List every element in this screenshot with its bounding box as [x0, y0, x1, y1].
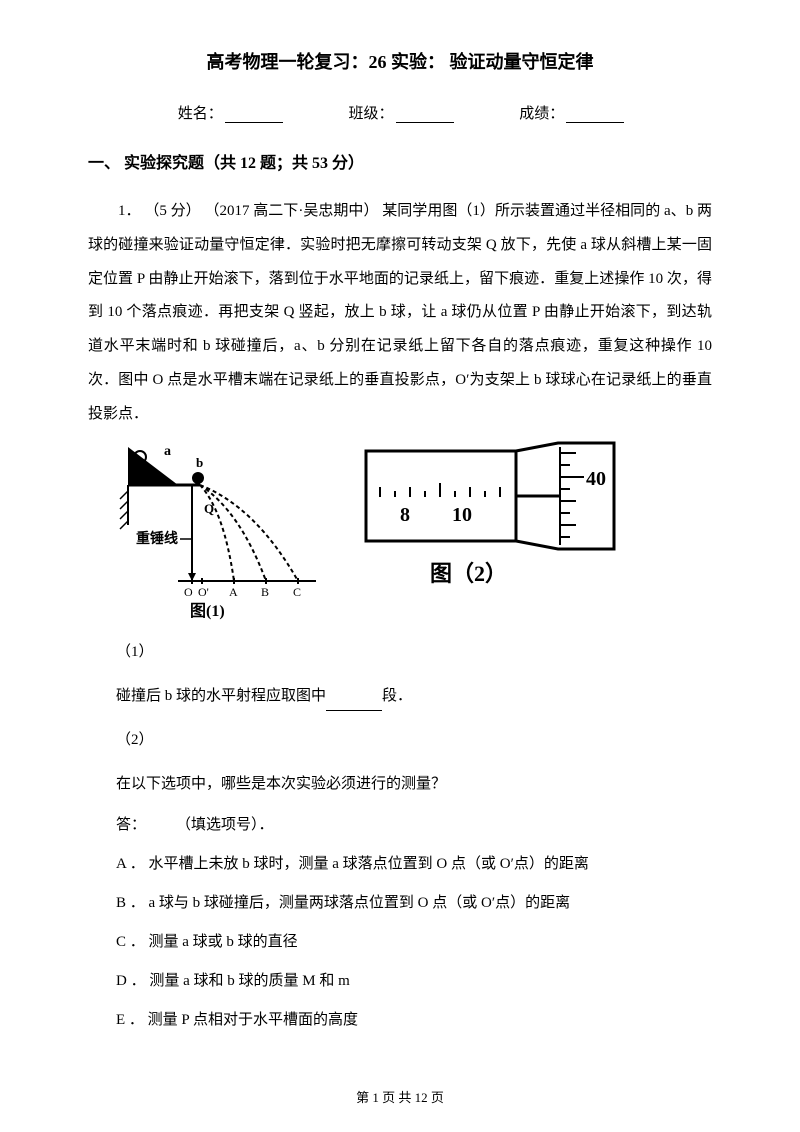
- answer-tail: （填选项号）．: [176, 817, 274, 833]
- fig2-tick-8: 8: [400, 504, 410, 526]
- figure-1: a Q b 重锤线 O O' A B: [116, 441, 326, 621]
- option-e: E ． 测量 P 点相对于水平槽面的高度: [116, 1008, 712, 1029]
- page-title: 高考物理一轮复习：26 实验： 验证动量守恒定律: [88, 48, 712, 74]
- option-a: A ． 水平槽上未放 b 球时，测量 a 球落点位置到 O 点（或 O′点）的距…: [116, 852, 712, 873]
- fig2-scale-40: 40: [586, 468, 606, 490]
- answer-line: 答： （填选项号）．: [116, 813, 712, 834]
- sub-q1-text: 碰撞后 b 球的水平射程应取图中 段．: [116, 681, 712, 711]
- fig1-plumb-label: 重锤线: [136, 530, 178, 547]
- fig1-xlabel-o: O: [184, 585, 193, 599]
- fig2-tick-10: 10: [452, 504, 472, 526]
- sub-q2-label: （2）: [116, 725, 712, 755]
- fig2-caption: 图（2）: [430, 561, 507, 586]
- score-blank: [566, 109, 624, 123]
- class-blank: [396, 109, 454, 123]
- fig1-label-b: b: [196, 455, 203, 470]
- question-1-body: 1． （5 分） （2017 高二下·吴忠期中） 某同学用图（1）所示装置通过半…: [88, 195, 712, 431]
- page-footer: 第 1 页 共 12 页: [0, 1087, 800, 1106]
- fig1-xlabel-a: A: [229, 585, 238, 599]
- fig1-xlabel-b: B: [261, 585, 269, 599]
- sub-q1-blank: [326, 697, 382, 711]
- option-c: C ． 测量 a 球或 b 球的直径: [116, 930, 712, 951]
- fig1-xlabel-op: O': [198, 585, 209, 599]
- fig1-caption: 图(1): [190, 602, 225, 620]
- fig1-xlabel-c: C: [293, 585, 301, 599]
- answer-label: 答：: [116, 817, 146, 833]
- option-d: D ． 测量 a 球和 b 球的质量 M 和 m: [116, 969, 712, 990]
- sub-q1-label: （1）: [116, 637, 712, 667]
- name-blank: [225, 109, 283, 123]
- sub-q2-text: 在以下选项中，哪些是本次实验必须进行的测量？: [116, 769, 712, 799]
- option-b: B ． a 球与 b 球碰撞后，测量两球落点位置到 O 点（或 O′点）的距离: [116, 891, 712, 912]
- sub-q1-text-a: 碰撞后 b 球的水平射程应取图中: [116, 688, 326, 704]
- info-line: 姓名： 班级： 成绩：: [88, 102, 712, 123]
- score-label: 成绩：: [519, 106, 564, 122]
- figures-row: a Q b 重锤线 O O' A B: [116, 441, 712, 621]
- sub-q1-text-b: 段．: [382, 688, 412, 704]
- name-label: 姓名：: [178, 106, 223, 122]
- section-heading: 一、 实验探究题（共 12 题；共 53 分）: [88, 149, 712, 173]
- class-label: 班级：: [348, 106, 393, 122]
- fig1-label-a: a: [164, 444, 171, 459]
- figure-2: 8 10 40 图（2）: [360, 441, 620, 611]
